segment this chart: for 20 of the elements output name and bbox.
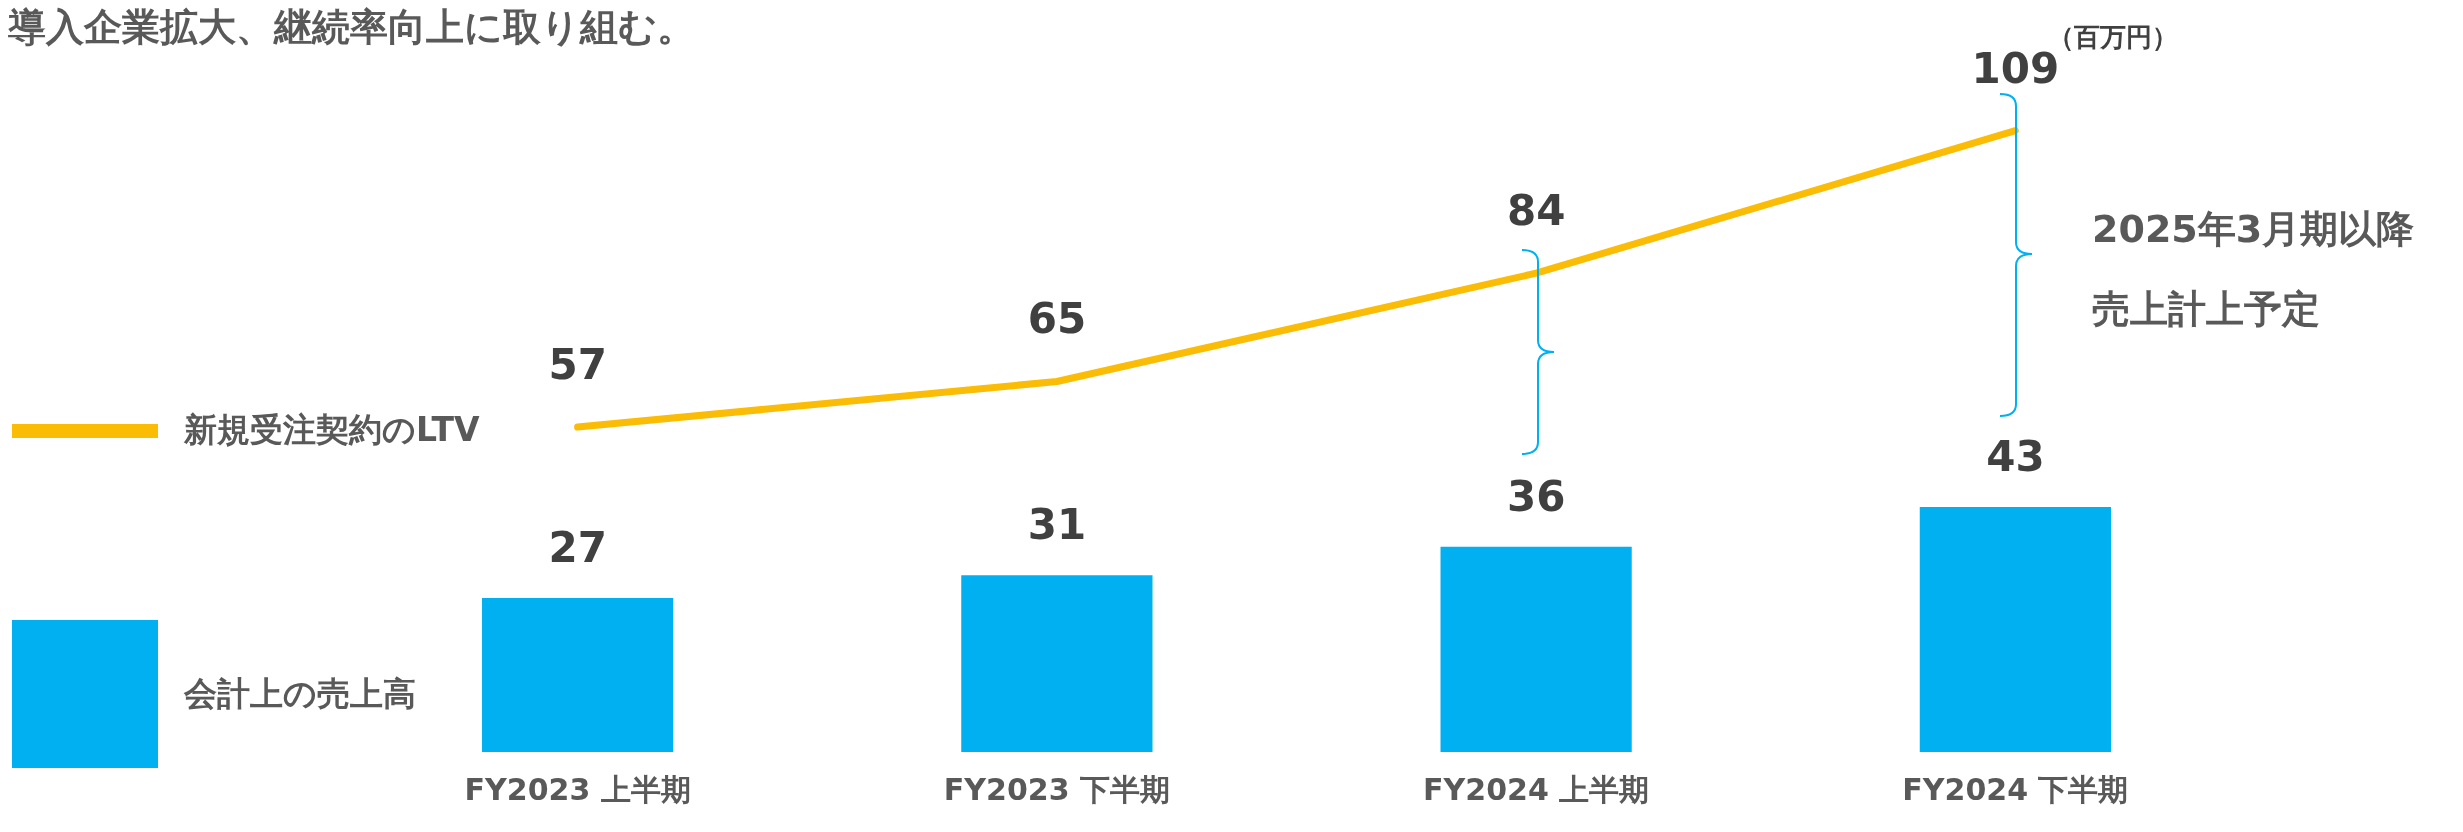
data-label: 27 [548, 523, 607, 573]
data-label: 36 [1506, 471, 1566, 521]
x-tick-label: FY2024 上半期 [1423, 771, 1650, 807]
data-label: 84 [1506, 186, 1566, 236]
bar [482, 598, 674, 752]
x-tick-label: FY2023 下半期 [943, 771, 1170, 807]
data-label: 43 [1986, 431, 2045, 481]
data-label: 57 [548, 340, 607, 390]
text: 会計上の売上高 [184, 672, 416, 715]
x-tick-label: FY2024 下半期 [1902, 771, 2129, 807]
chart-title: 導入企業拡大、継続率向上に取り組む。 [8, 4, 695, 51]
data-label: 65 [1027, 294, 1087, 344]
x-tick-label: FY2023 上半期 [464, 771, 691, 807]
bar [1919, 506, 2111, 752]
bar [1440, 546, 1632, 752]
annotation: 2025年3月期以降 [2092, 206, 2415, 253]
annotation: 売上計上予定 [2092, 286, 2320, 333]
data-label: 31 [1027, 500, 1087, 550]
legend-label: 新規受注契約のLTV [184, 409, 480, 451]
bar [961, 575, 1153, 752]
